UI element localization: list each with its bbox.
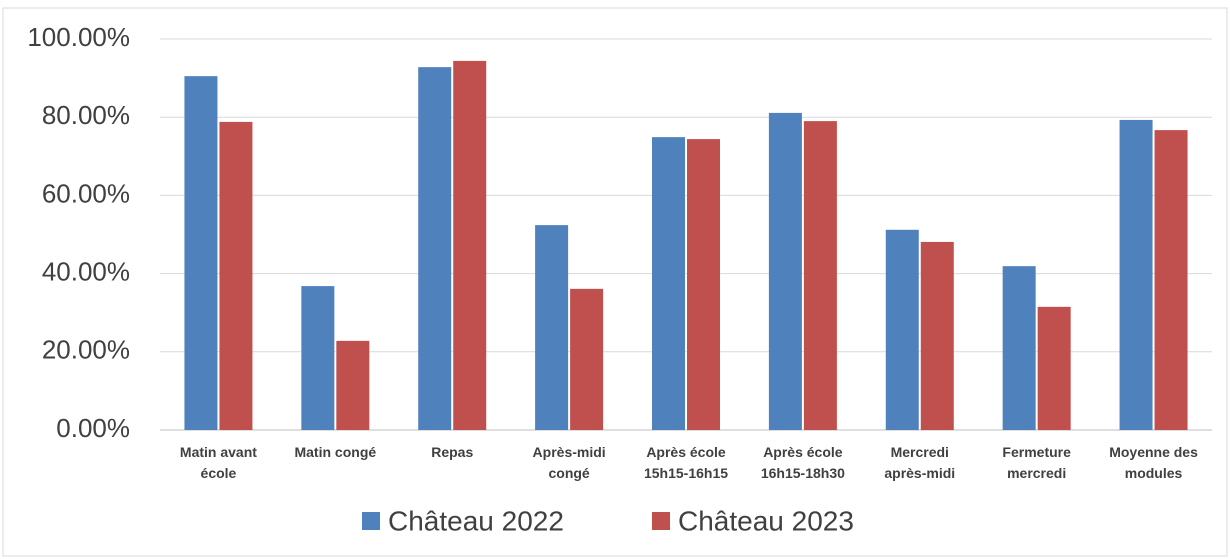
bar — [1037, 306, 1071, 430]
bar — [219, 121, 253, 430]
y-tick-label: 100.00% — [27, 22, 130, 52]
bar — [453, 60, 487, 431]
x-tick-label: Matin avant école — [179, 444, 257, 481]
x-tick-label: Fermeture mercredi — [1002, 444, 1071, 481]
legend-label: Château 2023 — [678, 505, 854, 536]
y-tick-label: 60.00% — [42, 178, 130, 208]
y-tick-label: 40.00% — [42, 256, 130, 286]
bar — [1154, 130, 1188, 430]
bar — [803, 121, 837, 431]
x-tick-label: Repas — [431, 444, 474, 460]
bar — [301, 286, 335, 430]
bar — [1002, 266, 1036, 430]
x-tick-label: Matin congé — [294, 444, 377, 460]
bar — [570, 288, 604, 430]
legend-label: Château 2022 — [388, 505, 564, 536]
bar — [885, 229, 919, 430]
bar — [687, 139, 720, 430]
x-tick-label: Moyenne des modules — [1109, 444, 1198, 481]
legend-swatch — [652, 512, 670, 530]
x-tick-label: Après école 15h15-16h15 — [643, 444, 729, 481]
bar — [535, 225, 569, 430]
bar — [652, 137, 685, 431]
bar — [920, 241, 954, 430]
legend-swatch — [362, 512, 380, 530]
y-tick-label: 80.00% — [42, 100, 130, 130]
x-tick-label: Après école 16h15-18h30 — [760, 444, 845, 481]
x-tick-label: Après-midi congé — [532, 444, 606, 481]
bar — [184, 76, 218, 431]
bar — [336, 340, 370, 430]
bar — [768, 112, 802, 431]
y-tick-label: 20.00% — [42, 335, 130, 365]
x-tick-label: Mercredi après-midi — [884, 444, 956, 481]
y-tick-label: 0.00% — [56, 413, 130, 443]
bar — [418, 67, 452, 430]
bar — [1119, 119, 1153, 430]
